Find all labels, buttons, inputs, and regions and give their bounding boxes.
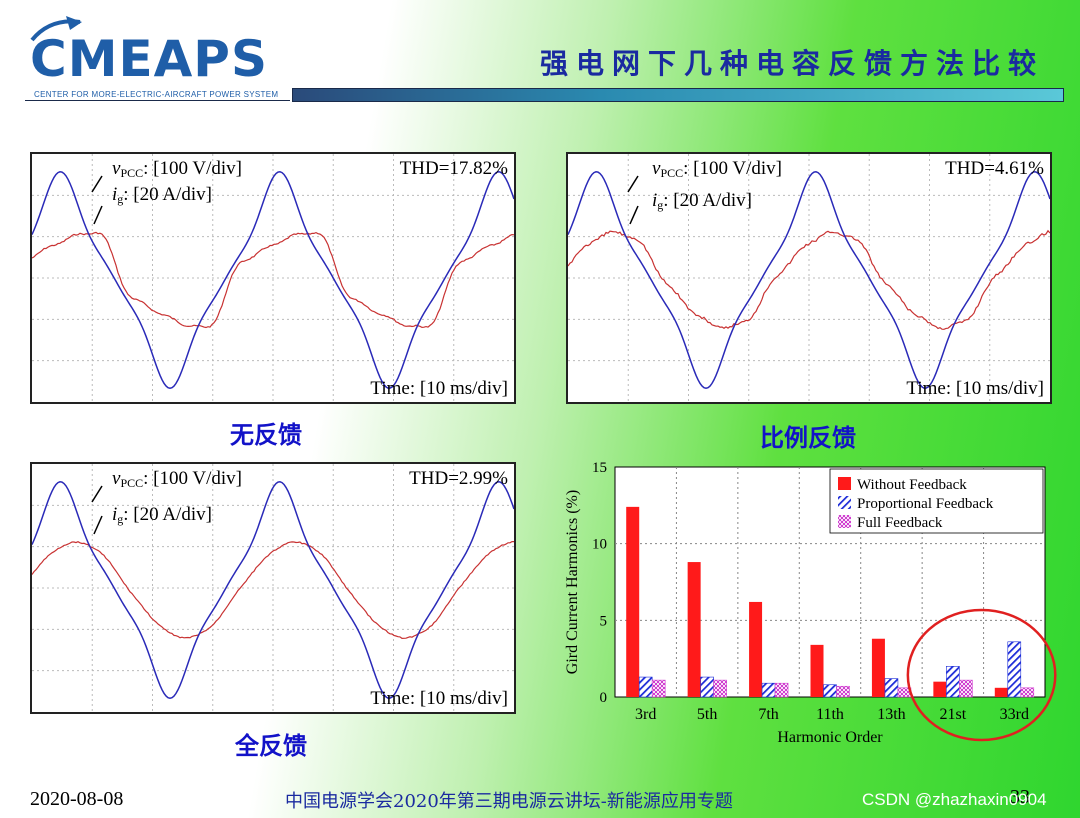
title-bar (292, 88, 1064, 102)
bar-proportional-feedback-33rd (1007, 641, 1022, 698)
thd-label: THD=17.82% (399, 158, 508, 179)
time-label: Time: [10 ms/div] (370, 688, 508, 709)
vpcc-label: vPCC: [100 V/div] (652, 158, 782, 180)
highlight-ellipse (906, 608, 1057, 742)
caption-proportional-feedback: 比例反馈 (760, 424, 856, 452)
bar-without-feedback-21st (933, 681, 947, 697)
bar-full-feedback-21st (959, 679, 973, 698)
scope-no-feedback: vPCC: [100 V/div] ig: [20 A/div] THD=17.… (30, 152, 516, 404)
x-tick-label: 11th (816, 706, 844, 723)
x-tick-label: 3rd (635, 706, 656, 723)
x-tick-label: 13th (877, 706, 905, 723)
vpcc-label: vPCC: [100 V/div] (112, 158, 242, 180)
legend-swatch (838, 496, 851, 509)
bar-without-feedback-3rd (626, 506, 640, 697)
csdn-watermark: CSDN @zhazhaxin0904 (862, 790, 1047, 809)
x-axis-label: Harmonic Order (777, 729, 883, 746)
bar-full-feedback-7th (774, 682, 789, 698)
scope-waveform (32, 154, 514, 402)
footer-event: 中国电源学会2020年第三期电源云讲坛-新能源应用专题 (285, 791, 733, 812)
legend: Without Feedback Proportional Feedback Ful… (829, 468, 1044, 534)
ig-label: ig: [20 A/div] (652, 190, 752, 212)
bar-without-feedback-13th (871, 638, 885, 697)
thd-label: THD=2.99% (409, 468, 508, 489)
cmeaps-logo (10, 10, 290, 105)
bar-proportional-feedback-21st (946, 666, 960, 698)
bar-full-feedback-33rd (1020, 687, 1035, 698)
bar-without-feedback-5th (687, 562, 701, 697)
scope-full-feedback: vPCC: [100 V/div] ig: [20 A/div] THD=2.9… (30, 462, 516, 714)
bar-full-feedback-5th (713, 679, 727, 698)
bar-without-feedback-33rd (994, 687, 1008, 697)
bar-proportional-feedback-7th (761, 682, 776, 698)
harmonics-bar-chart: 0 5 10 15 3rd 5th 7th 11th 13th 21st 33rd Harmonic … (564, 460, 1057, 746)
bar-full-feedback-11th (836, 685, 850, 698)
bar-proportional-feedback-11th (823, 684, 837, 698)
bar-proportional-feedback-13th (884, 678, 899, 698)
scope-proportional-feedback: vPCC: [100 V/div] ig: [20 A/div] THD=4.6… (566, 152, 1052, 404)
legend-label: Without Feedback (857, 477, 967, 493)
slide-title: 强电网下几种电容反馈方法比较 (540, 47, 1045, 80)
scope-waveform (32, 464, 514, 712)
bar-proportional-feedback-3rd (638, 676, 653, 698)
bar-without-feedback-7th (749, 601, 763, 697)
x-tick-label: 5th (697, 706, 717, 723)
logo-text: CMEAPS (30, 30, 268, 88)
y-tick-label: 5 (600, 613, 608, 629)
y-axis-label: Gird Current Harmonics (%) (564, 490, 581, 674)
logo-subtitle: CENTER FOR MORE-ELECTRIC-AIRCRAFT POWER … (34, 90, 279, 99)
bar-full-feedback-3rd (651, 679, 666, 698)
title-underline (25, 100, 290, 101)
scope-waveform (568, 154, 1050, 402)
legend-label: Proportional Feedback (857, 496, 994, 512)
y-tick-label: 0 (600, 690, 608, 706)
y-tick-label: 10 (592, 537, 607, 553)
ig-label: ig: [20 A/div] (112, 504, 212, 526)
bar-proportional-feedback-5th (700, 676, 714, 698)
time-label: Time: [10 ms/div] (370, 378, 508, 399)
y-tick-label: 15 (592, 460, 607, 476)
time-label: Time: [10 ms/div] (906, 378, 1044, 399)
legend-label: Full Feedback (857, 515, 943, 531)
gear-logo-icon (30, 16, 82, 42)
legend-swatch (838, 477, 851, 490)
vpcc-label: vPCC: [100 V/div] (112, 468, 242, 490)
caption-full-feedback: 全反馈 (235, 732, 307, 760)
legend-swatch (838, 515, 851, 528)
caption-no-feedback: 无反馈 (230, 421, 302, 449)
page-number: 33 (1010, 786, 1030, 808)
thd-label: THD=4.61% (945, 158, 1044, 179)
footer-date: 2020-08-08 (30, 788, 124, 810)
ig-label: ig: [20 A/div] (112, 184, 212, 206)
bar-without-feedback-11th (810, 644, 824, 697)
x-tick-label: 21st (940, 706, 967, 723)
x-tick-label: 7th (758, 706, 778, 723)
x-tick-label: 33rd (1000, 706, 1029, 723)
